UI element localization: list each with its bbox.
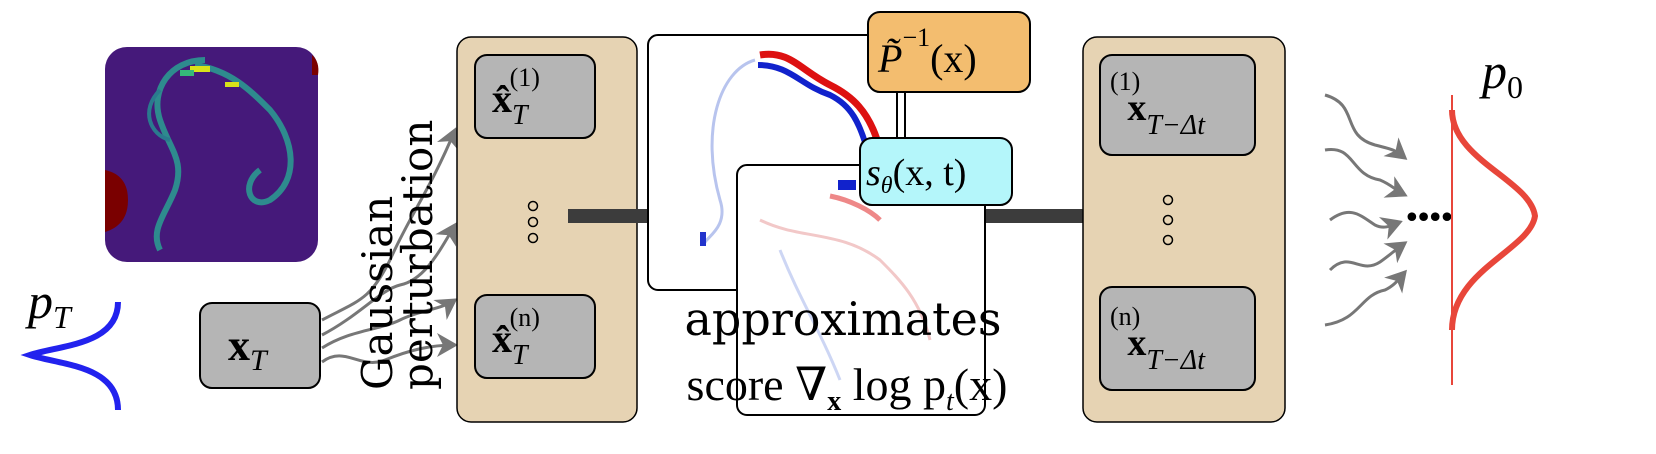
svg-text:P̃−1(x): P̃−1(x) [877, 23, 977, 81]
data-distribution-label: p0 [1479, 43, 1523, 105]
perturbation-arrows [321, 127, 460, 364]
sampling-arrows [1324, 93, 1408, 327]
score-definition-label: score ∇x log pt(x) [687, 359, 1008, 417]
data-density-curve [1449, 109, 1539, 331]
svg-text:xT−Δt(1): xT−Δt(1) [1110, 67, 1206, 141]
vertical-ellipsis-icon [1162, 194, 1174, 246]
prior-density-curve [20, 301, 121, 411]
perturbation-label-line2: perturbation [393, 120, 442, 390]
continuation-ellipsis: •••• [1403, 201, 1452, 236]
prior-label: pT [25, 273, 73, 335]
score-network-box: sθ(x, t) [859, 137, 1013, 206]
xhat-1-node: x̂T(1) [474, 54, 596, 139]
perturbation-label-line1: Gaussian [353, 196, 402, 390]
xhat-n-node: x̂T(n) [474, 294, 596, 379]
svg-text:xT−Δt(n): xT−Δt(n) [1110, 302, 1206, 376]
x-next-1-node: xT−Δt(1) [1099, 54, 1256, 156]
svg-text:xT: xT [228, 321, 269, 377]
vertical-ellipsis-icon [527, 200, 539, 244]
initial-sample-heatmap [105, 47, 319, 262]
svg-text:x̂T(n): x̂T(n) [492, 303, 540, 371]
inverse-preconditioner-box: P̃−1(x) [867, 11, 1031, 93]
svg-text:x̂T(1): x̂T(1) [492, 63, 540, 131]
x-next-n-node: xT−Δt(n) [1099, 286, 1256, 391]
perturbed-samples-panel: x̂T(1) x̂T(n) [456, 36, 638, 423]
svg-text:sθ(x, t): sθ(x, t) [866, 152, 966, 199]
denoised-samples-panel: xT−Δt(1) xT−Δt(n) [1082, 36, 1286, 423]
approximates-label: approximates [684, 292, 1001, 346]
x-T-node: xT [199, 302, 321, 389]
